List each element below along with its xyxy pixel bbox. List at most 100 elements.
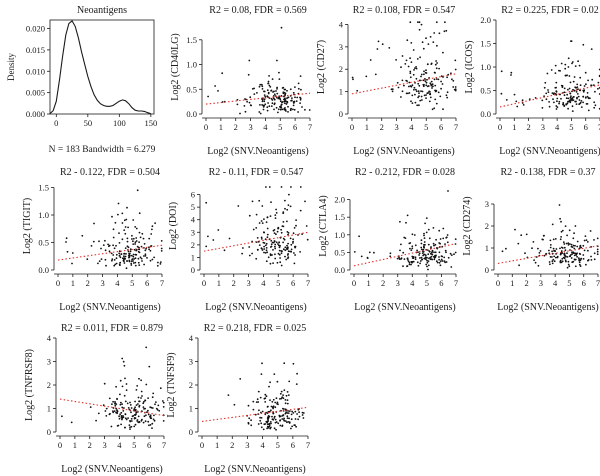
scatter-point	[256, 92, 258, 94]
scatter-point	[270, 105, 273, 107]
scatter-point	[264, 397, 267, 400]
scatter-point	[269, 427, 272, 430]
scatter-point	[429, 252, 432, 255]
scatter-point	[558, 102, 560, 105]
scatter-point	[275, 106, 278, 109]
y-tick-label: 1.5	[480, 39, 491, 49]
scatter-point	[125, 389, 128, 391]
scatter-point	[134, 257, 137, 260]
scatter-point	[545, 98, 548, 101]
scatter-point	[433, 258, 436, 261]
scatter-point	[410, 263, 412, 266]
x-tick-label: 3	[246, 278, 250, 288]
scatter-point	[283, 102, 286, 105]
scatter-point	[255, 257, 258, 260]
scatter-point	[280, 264, 283, 267]
scatter-point	[287, 105, 289, 108]
scatter-point	[297, 234, 299, 236]
x-tick-label: 3	[396, 278, 400, 288]
scatter-point	[403, 84, 405, 87]
x-tick-label: 3	[394, 122, 398, 132]
scatter-point	[290, 99, 292, 102]
panel-title: R2 - 0.122, FDR = 0.504	[60, 167, 160, 178]
scatter-point	[125, 383, 128, 385]
scatter-point	[294, 96, 296, 99]
scatter-point	[571, 105, 574, 108]
scatter-point	[423, 70, 425, 73]
scatter-point	[429, 36, 432, 38]
scatter-point	[425, 81, 428, 84]
scatter-point	[549, 263, 551, 266]
scatter-point	[423, 253, 426, 256]
scatter-point	[531, 247, 533, 250]
scatter-point	[446, 76, 448, 79]
panel-title: R2 = 0.08, FDR = 0.569	[209, 5, 306, 16]
scatter-point	[441, 260, 444, 262]
scatter-point	[584, 235, 587, 238]
scatter-point	[264, 423, 267, 425]
scatter-point	[566, 102, 569, 105]
scatter-point	[127, 407, 130, 409]
scatter-point	[126, 402, 129, 405]
scatter-point	[413, 88, 415, 91]
scatter-point	[269, 86, 272, 88]
scatter-point	[436, 62, 438, 64]
scatter-point	[561, 229, 564, 232]
scatter-point	[276, 380, 279, 383]
scatter-point	[118, 242, 121, 244]
scatter-point	[441, 83, 444, 85]
panel-title: R2 - 0.212, FDR = 0.028	[355, 167, 455, 178]
x-tick-label: 1	[73, 440, 77, 450]
scatter-point	[563, 257, 566, 260]
scatter-point	[423, 234, 425, 237]
scatter-point	[537, 247, 539, 250]
scatter-point	[282, 419, 285, 421]
scatter-point	[228, 237, 231, 240]
scatter-point	[440, 80, 442, 83]
scatter-point	[264, 401, 267, 403]
scatter-point	[438, 229, 441, 232]
scatter-point	[284, 207, 286, 210]
scatter-point	[587, 249, 589, 252]
scatter-point	[559, 238, 562, 241]
scatter-point	[287, 250, 290, 253]
scatter-point	[261, 362, 263, 365]
scatter-point	[269, 246, 272, 248]
scatter-point	[151, 396, 154, 399]
scatter-point	[590, 84, 593, 87]
scatter-point	[137, 257, 140, 260]
scatter-point	[558, 204, 561, 206]
scatter-point	[127, 417, 129, 419]
scatter-point	[135, 404, 138, 406]
scatter-point	[288, 422, 291, 424]
scatter-point	[135, 227, 138, 230]
scatter-point	[560, 97, 562, 100]
scatter-point	[288, 410, 291, 412]
scatter-point	[273, 232, 276, 235]
scatter-point	[262, 106, 265, 108]
scatter-point	[563, 94, 566, 97]
scatter-point	[510, 71, 513, 74]
scatter-point	[411, 247, 414, 250]
scatter-point	[120, 423, 122, 426]
scatter-point	[153, 419, 156, 422]
scatter-point	[129, 428, 131, 430]
scatter-point	[278, 78, 281, 80]
scatter-point	[260, 238, 263, 240]
scatter-point	[275, 241, 278, 244]
scatter-point	[576, 83, 579, 86]
scatter-point	[555, 256, 557, 259]
scatter-point	[128, 259, 131, 262]
scatter-point	[108, 244, 111, 247]
scatter-point	[396, 81, 399, 84]
scatter-point	[128, 253, 131, 256]
scatter-point	[435, 60, 437, 62]
scatter-point	[389, 252, 392, 255]
x-tick-label: 1	[219, 122, 223, 132]
scatter-point	[260, 220, 263, 222]
scatter-point	[287, 242, 289, 245]
scatter-point	[573, 232, 575, 235]
scatter-point	[420, 248, 423, 251]
